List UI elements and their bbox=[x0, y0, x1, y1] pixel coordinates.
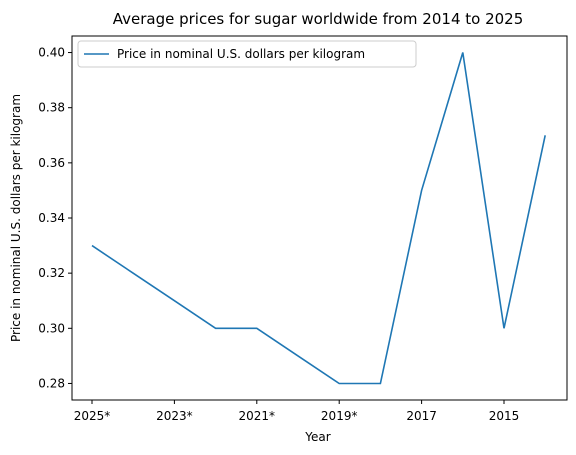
y-tick-label: 0.32 bbox=[38, 266, 65, 280]
y-tick-label: 0.34 bbox=[38, 211, 65, 225]
x-tick-label: 2017 bbox=[406, 409, 437, 423]
x-tick-label: 2025* bbox=[74, 409, 111, 423]
y-axis-ticks: 0.28 0.30 0.32 0.34 0.36 0.38 0.40 bbox=[38, 46, 72, 390]
x-tick-label: 2021* bbox=[239, 409, 276, 423]
x-tick-label: 2023* bbox=[156, 409, 193, 423]
y-tick-label: 0.36 bbox=[38, 156, 65, 170]
series-line bbox=[91, 52, 546, 385]
legend-box bbox=[77, 40, 417, 68]
legend: Price in nominal U.S. dollars per kilogr… bbox=[77, 40, 417, 68]
x-axis-label: Year bbox=[304, 430, 330, 444]
y-tick-label: 0.40 bbox=[38, 46, 65, 60]
chart-title: Average prices for sugar worldwide from … bbox=[113, 10, 524, 28]
plot-frame bbox=[71, 35, 568, 401]
y-tick-label: 0.30 bbox=[38, 321, 65, 335]
x-tick-label: 2015 bbox=[489, 409, 520, 423]
x-tick-label: 2019* bbox=[321, 409, 358, 423]
y-axis-label: Price in nominal U.S. dollars per kilogr… bbox=[9, 94, 23, 342]
x-axis-ticks: 2025* 2023* 2021* 2019* 2017 2015 bbox=[74, 400, 520, 423]
legend-label: Price in nominal U.S. dollars per kilogr… bbox=[117, 47, 365, 61]
y-tick-label: 0.28 bbox=[38, 376, 65, 390]
y-tick-label: 0.38 bbox=[38, 101, 65, 115]
